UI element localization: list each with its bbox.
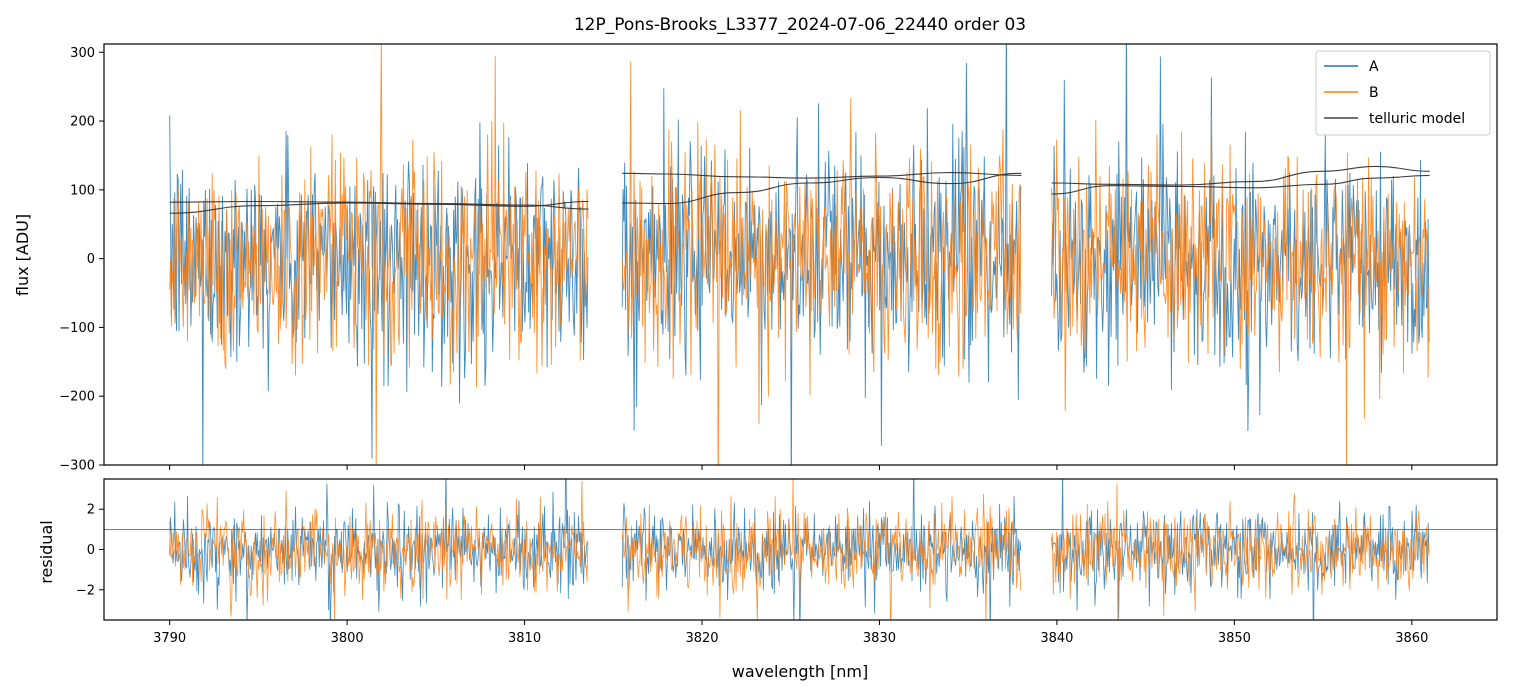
x-tick-label: 3840 <box>1040 631 1073 646</box>
legend: A B telluric model <box>1315 50 1491 136</box>
flux-y-tick-label: −300 <box>59 459 95 474</box>
telluric-model-curve-5 <box>1051 165 1430 186</box>
x-tick-label: 3850 <box>1218 631 1251 646</box>
telluric-model-curve-1 <box>169 200 589 210</box>
telluric-model-curve-2 <box>169 200 589 214</box>
x-axis-label: wavelength [nm] <box>732 662 869 681</box>
x-tick-label: 3820 <box>685 631 718 646</box>
flux-y-tick-label: 100 <box>70 183 95 198</box>
telluric-model-curve-6 <box>1051 174 1430 195</box>
telluric-model-curve-3 <box>622 172 1022 179</box>
residual-y-axis-label: residual <box>37 520 56 583</box>
x-tick-label: 3830 <box>863 631 896 646</box>
flux-y-tick-label: 200 <box>70 115 95 130</box>
flux-y-tick-label: 0 <box>87 252 95 267</box>
flux-y-axis-label: flux [ADU] <box>13 214 32 296</box>
residual-y-tick-label: −2 <box>76 583 95 598</box>
residual-y-ticks: −2 0 2 <box>76 503 104 598</box>
chart-title: 12P_Pons-Brooks_L3377_2024-07-06_22440 o… <box>574 15 1026 35</box>
residual-x-ticks: 3790 3800 3810 3820 3830 3840 3850 3860 <box>153 620 1428 646</box>
x-tick-label: 3790 <box>153 631 186 646</box>
x-tick-label: 3860 <box>1395 631 1428 646</box>
flux-y-ticks: −300 −200 −100 0 100 200 300 <box>59 46 104 474</box>
legend-label-b: B <box>1369 85 1379 101</box>
telluric-model-curve-4 <box>622 172 1022 205</box>
flux-x-ticks <box>169 465 1413 470</box>
flux-axes-frame <box>103 43 1498 466</box>
flux-panel: −300 −200 −100 0 100 200 300 flux [ADU] A B te… <box>13 43 1498 474</box>
flux-series-layer <box>169 44 1430 465</box>
flux-y-tick-label: −200 <box>59 390 95 405</box>
residual-y-tick-label: 2 <box>87 503 95 518</box>
flux-y-tick-label: 300 <box>70 46 95 61</box>
legend-label-telluric: telluric model <box>1369 111 1465 127</box>
residual-y-tick-label: 0 <box>87 543 95 558</box>
flux-y-tick-label: −100 <box>59 321 95 336</box>
legend-label-a: A <box>1369 59 1379 75</box>
x-tick-label: 3800 <box>331 631 364 646</box>
telluric-model-layer <box>169 165 1430 214</box>
residual-panel: −2 0 2 3790 3800 3810 3820 3830 3840 3850 3860 re… <box>37 478 1498 681</box>
legend-box <box>1315 50 1491 136</box>
x-tick-label: 3810 <box>508 631 541 646</box>
